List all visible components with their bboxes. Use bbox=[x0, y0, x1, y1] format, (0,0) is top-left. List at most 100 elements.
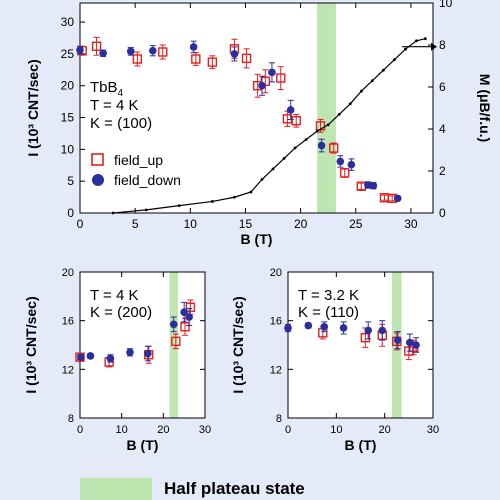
plot-frame bbox=[79, 271, 206, 419]
x-tick-label: 0 bbox=[77, 424, 83, 436]
plot-frame bbox=[287, 271, 434, 419]
field_down-point bbox=[412, 341, 420, 349]
field_up-point bbox=[185, 302, 196, 312]
annotation-text: K = (100) bbox=[90, 115, 152, 132]
x-tick-label: 30 bbox=[199, 424, 211, 436]
magnetization-point bbox=[249, 190, 253, 194]
y-right-axis-label: M (μB/f.u.) bbox=[477, 74, 493, 142]
magnetization-point bbox=[423, 37, 427, 41]
field_up-point bbox=[360, 333, 371, 343]
right-axis-arrow-head bbox=[431, 42, 437, 51]
plot-area bbox=[80, 272, 205, 418]
field_down-point bbox=[106, 354, 115, 363]
y-tick-label: 10 bbox=[61, 142, 75, 156]
y-right-tick-label: 10 bbox=[439, 0, 453, 10]
y-tick-label: 16 bbox=[270, 316, 282, 328]
field_up-point bbox=[91, 41, 102, 51]
field_down-point bbox=[126, 348, 134, 357]
field_down-point bbox=[393, 336, 402, 344]
y-axis-label: I (10³ CNT/sec) bbox=[23, 296, 39, 393]
y-tick-label: 16 bbox=[62, 316, 74, 328]
field_up-point bbox=[158, 47, 168, 57]
legend-marker-field-up bbox=[91, 153, 104, 166]
field_down-point bbox=[317, 141, 326, 150]
magnetization-point bbox=[359, 89, 363, 93]
x-tick-label: 20 bbox=[157, 424, 169, 436]
annotation-text: K = (200) bbox=[90, 304, 152, 321]
magnetization-point bbox=[337, 112, 341, 116]
magnetization-point bbox=[392, 58, 396, 62]
field_down-point bbox=[77, 353, 85, 361]
y-tick-label: 15 bbox=[61, 111, 75, 125]
magnetization-point bbox=[210, 200, 214, 203]
half-plateau-band bbox=[317, 3, 336, 213]
field_down-point bbox=[149, 46, 157, 55]
x-tick-label: 0 bbox=[285, 424, 291, 436]
field_down-point bbox=[76, 46, 84, 54]
magnetization-point bbox=[326, 123, 330, 127]
y-tick-label: 12 bbox=[270, 364, 282, 376]
field_up-point bbox=[241, 53, 252, 64]
magnetization-point bbox=[348, 102, 352, 106]
x-axis-label: B (T) bbox=[241, 231, 273, 247]
field_up-point bbox=[282, 114, 293, 124]
field_up-point bbox=[180, 322, 190, 332]
x-tick-label: 10 bbox=[330, 424, 342, 436]
field_down-point bbox=[304, 321, 313, 330]
y-axis-label: I (10³ CNT/sec) bbox=[25, 59, 41, 156]
field_down-point bbox=[320, 322, 329, 331]
field_down-point bbox=[169, 320, 178, 329]
field_up-point bbox=[171, 336, 181, 347]
magnetization-curve bbox=[113, 38, 426, 214]
field_up-point bbox=[340, 168, 350, 178]
y-right-tick-label: 0 bbox=[439, 206, 446, 220]
y-tick-label: 8 bbox=[276, 413, 282, 425]
magnetization-point bbox=[315, 129, 319, 133]
y-right-tick-label: 4 bbox=[439, 122, 446, 136]
field_down-point bbox=[189, 43, 198, 51]
field_up-point bbox=[329, 143, 339, 153]
x-tick-label: 30 bbox=[404, 217, 418, 231]
magnetization-point bbox=[404, 47, 407, 51]
field_down-point bbox=[284, 324, 292, 332]
magnetization-point bbox=[271, 167, 275, 171]
y-axis-label: I (10³ CNT/sec) bbox=[230, 296, 246, 393]
field_down-point bbox=[144, 349, 152, 358]
legend-label: field_up bbox=[114, 152, 163, 168]
magnetization-point bbox=[177, 204, 181, 208]
field_up-point bbox=[276, 73, 286, 83]
annotation-text: K = (110) bbox=[298, 304, 359, 321]
field_down-point bbox=[86, 352, 95, 360]
half-plateau-swatch bbox=[80, 478, 152, 500]
annotation-subscript: 4 bbox=[118, 88, 124, 99]
field_down-point bbox=[286, 106, 295, 114]
field_down-point bbox=[364, 326, 373, 335]
magnetization-point bbox=[260, 178, 264, 181]
y-tick-label: 0 bbox=[67, 206, 74, 220]
x-tick-label: 25 bbox=[349, 217, 363, 231]
x-tick-label: 10 bbox=[184, 217, 198, 231]
annotation-text: T = 4 K bbox=[90, 287, 139, 304]
legend-label: field_down bbox=[114, 172, 181, 188]
magnetization-point bbox=[293, 146, 297, 150]
field_up-point bbox=[207, 57, 218, 67]
field_down-point bbox=[369, 181, 378, 190]
field_up-point bbox=[191, 54, 201, 64]
x-tick-label: 0 bbox=[77, 217, 84, 231]
field_down-point bbox=[336, 157, 345, 166]
field_down-point bbox=[268, 68, 276, 77]
field_down-point bbox=[180, 308, 188, 316]
field_down-point bbox=[378, 326, 387, 335]
x-tick-label: 20 bbox=[379, 424, 391, 436]
annotation-text: T = 4 K bbox=[90, 97, 139, 114]
magnetization-point bbox=[144, 208, 148, 212]
y-tick-label: 20 bbox=[270, 267, 282, 279]
x-axis-label: B (T) bbox=[345, 437, 377, 453]
field_down-point bbox=[339, 324, 348, 332]
magnetization-point bbox=[282, 157, 286, 160]
field_down-point bbox=[406, 338, 414, 347]
field_down-point bbox=[230, 50, 239, 58]
